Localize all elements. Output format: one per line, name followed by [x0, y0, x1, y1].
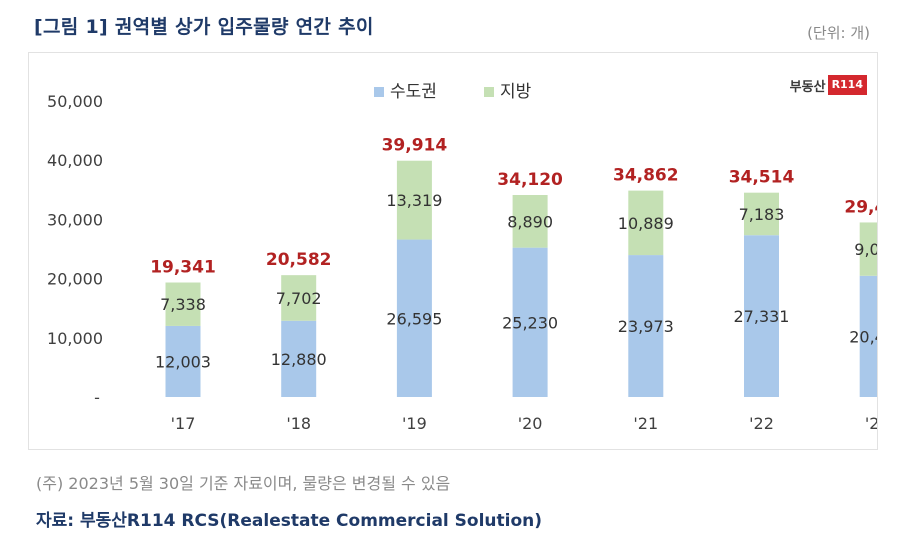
- x-tick-label: '23: [865, 414, 877, 433]
- y-tick-label: 30,000: [47, 210, 103, 229]
- logo-mark: R114: [827, 75, 867, 95]
- data-label-regional: 9,008: [854, 240, 877, 259]
- data-label-total: 29,485: [844, 197, 877, 217]
- legend-swatch-capital: [374, 87, 384, 97]
- data-label-regional: 8,890: [507, 212, 553, 231]
- x-tick-label: '22: [749, 414, 774, 433]
- stacked-bar-chart: - 10,000 20,000 30,000 40,000 50,000 수도권 지방 12,0…: [47, 82, 877, 433]
- y-tick-label: 50,000: [47, 92, 103, 111]
- data-label-regional: 13,319: [386, 191, 442, 210]
- data-label-capital: 12,003: [155, 352, 211, 371]
- y-tick-label: 40,000: [47, 151, 103, 170]
- data-label-total: 39,914: [382, 136, 448, 156]
- data-label-regional: 7,702: [276, 289, 322, 308]
- data-label-regional: 10,889: [618, 214, 674, 233]
- bar-capital-22: [744, 235, 779, 397]
- x-tick-label: '21: [633, 414, 658, 433]
- y-tick-label: -: [94, 388, 100, 407]
- data-label-total: 19,341: [150, 258, 216, 278]
- data-label-total: 34,862: [613, 166, 679, 186]
- bar-regional-20: [512, 195, 548, 248]
- data-label-total: 34,514: [729, 168, 795, 188]
- bar-regional-22: [744, 192, 779, 236]
- x-tick-label: '19: [402, 414, 427, 433]
- bar-regional-18: [281, 275, 317, 321]
- y-tick-label: 10,000: [47, 329, 103, 348]
- y-tick-label: 20,000: [47, 270, 103, 289]
- bar-regional-17: [165, 282, 201, 326]
- bar-regional-21: [628, 190, 664, 256]
- legend-label-regional: 지방: [500, 82, 532, 102]
- x-tick-label: '18: [286, 414, 311, 433]
- source-line: 자료: 부동산R114 RCS(Realestate Commercial So…: [36, 511, 543, 531]
- data-label-regional: 7,183: [739, 205, 785, 224]
- bar-capital-18: [281, 320, 317, 397]
- figure-title: [그림 1] 권역별 상가 입주물량 연간 추이: [34, 16, 374, 38]
- logo-text: 부동산: [789, 79, 826, 95]
- data-label-capital: 12,880: [271, 350, 327, 369]
- bar-capital-23: [859, 275, 877, 397]
- data-label-capital: 20,477: [849, 327, 877, 346]
- bar-capital-19: [396, 239, 432, 397]
- x-tick-label: '17: [171, 414, 196, 433]
- data-label-regional: 7,338: [160, 295, 206, 314]
- data-label-capital: 25,230: [502, 313, 558, 332]
- r114-logo: 부동산 R114: [790, 75, 867, 95]
- unit-label: (단위: 개): [807, 24, 870, 42]
- legend-label-capital: 수도권: [390, 82, 437, 102]
- data-label-capital: 23,973: [618, 317, 674, 336]
- bar-capital-20: [512, 247, 548, 397]
- data-label-capital: 27,331: [734, 307, 790, 326]
- x-tick-label: '20: [518, 414, 543, 433]
- bar-capital-17: [165, 325, 201, 397]
- data-label-total: 34,120: [497, 170, 563, 190]
- chart-area: - 10,000 20,000 30,000 40,000 50,000 수도권 지방 12,0…: [28, 52, 878, 450]
- bar-capital-21: [628, 255, 664, 397]
- bar-regional-23: [859, 222, 877, 276]
- bar-regional-19: [396, 160, 432, 240]
- footnote: (주) 2023년 5월 30일 기준 자료이며, 물량은 변경될 수 있음: [36, 474, 451, 493]
- legend-swatch-regional: [484, 87, 494, 97]
- data-label-total: 20,582: [266, 250, 332, 270]
- data-label-capital: 26,595: [386, 309, 442, 328]
